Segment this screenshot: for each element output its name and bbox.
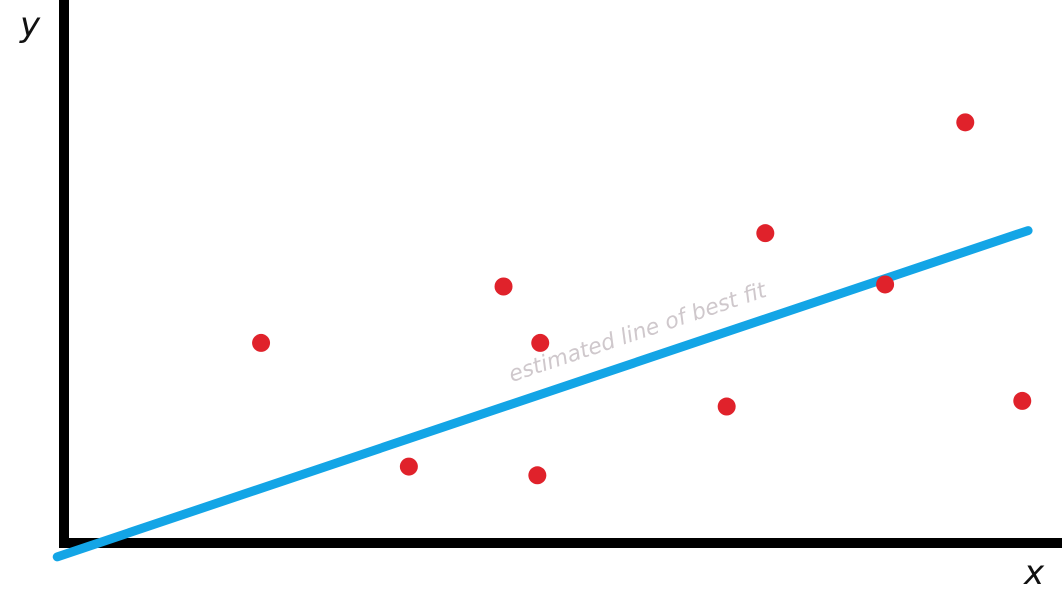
data-point — [528, 466, 547, 485]
data-point — [399, 457, 418, 476]
points-layer — [252, 113, 1032, 485]
data-point — [956, 113, 975, 132]
data-point — [756, 224, 775, 243]
y-axis-title: y — [19, 5, 41, 45]
data-point — [494, 277, 513, 296]
data-point — [876, 275, 895, 294]
axes — [59, 0, 1062, 548]
data-point — [531, 333, 550, 352]
data-point — [1013, 391, 1032, 410]
data-point — [252, 333, 271, 352]
x-axis-title: x — [1023, 553, 1045, 593]
data-point — [717, 397, 736, 416]
best-fit-line — [52, 226, 1033, 562]
